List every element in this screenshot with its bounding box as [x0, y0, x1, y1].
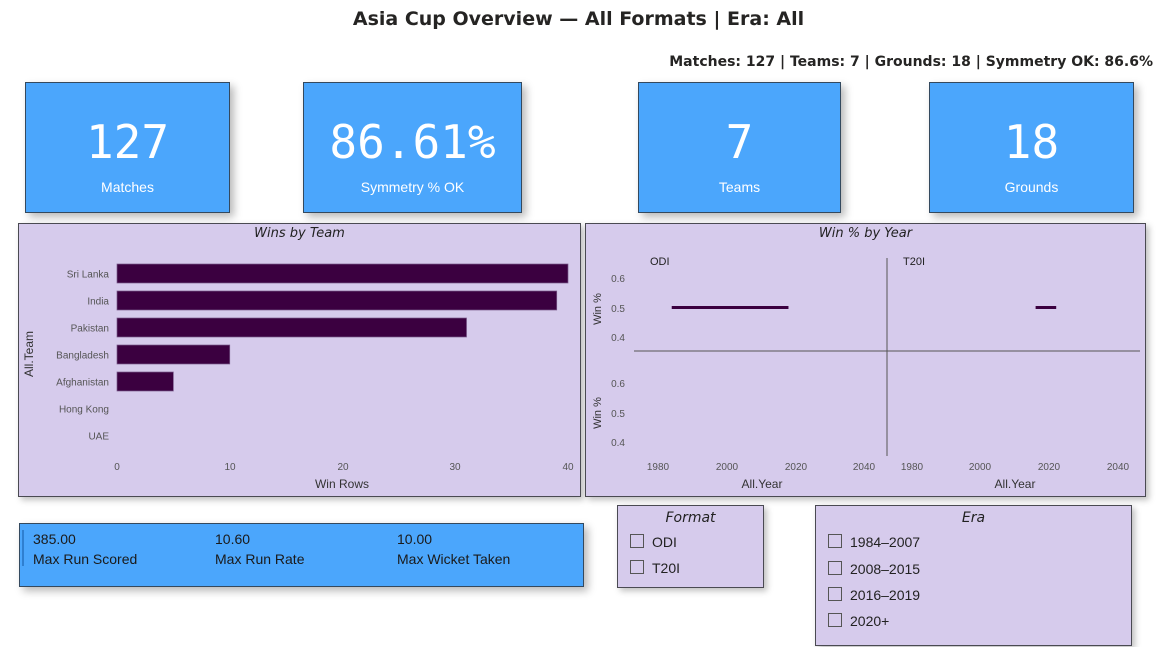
chart-title: Wins by Team: [254, 226, 345, 241]
era-slicer[interactable]: Era 1984–2007 2008–2015 2016–2019 2020+: [815, 505, 1132, 646]
checkbox[interactable]: [630, 560, 644, 574]
x-axis-label: All.Year: [742, 477, 783, 491]
slicer-title: Format: [665, 510, 716, 526]
format-slicer[interactable]: Format ODI T20I: [617, 505, 764, 588]
x-tick: 2020: [785, 462, 808, 473]
x-tick: 20: [337, 462, 349, 473]
slicer-option-era-4[interactable]: 2020+: [828, 613, 889, 629]
stat-label: Max Run Rate: [215, 551, 305, 567]
kpi-label: Matches: [101, 179, 154, 195]
bar-pakistan[interactable]: [116, 317, 467, 338]
kpi-value: 18: [1003, 115, 1060, 169]
kpi-card-grounds[interactable]: 18 Grounds: [929, 82, 1134, 213]
kpi-value: 86.61%: [329, 115, 496, 169]
x-tick: 1980: [647, 462, 670, 473]
wins-by-team-chart: All.Team Win Rows 0 10 20 30 40 Sri Lank…: [22, 263, 574, 491]
y-tick-india: India: [87, 297, 109, 308]
stat-value: 385.00: [33, 531, 76, 547]
page-title: Asia Cup Overview — All Formats | Era: A…: [352, 8, 805, 30]
option-label: 2020+: [850, 613, 890, 629]
kpi-label: Symmetry % OK: [360, 179, 465, 195]
checkbox[interactable]: [828, 587, 842, 601]
summary-line: Matches: 127 | Teams: 7 | Grounds: 18 | …: [669, 54, 1153, 70]
kpi-card-symmetry[interactable]: 86.61% Symmetry % OK: [303, 82, 522, 213]
win-pct-by-year-panel[interactable]: Win % by Year ODI T20I Win % Win % 0.6 0…: [585, 223, 1146, 497]
kpi-label: Teams: [718, 179, 761, 195]
x-axis-label: Win Rows: [315, 477, 369, 491]
x-tick: 10: [224, 462, 236, 473]
checkbox[interactable]: [828, 561, 842, 575]
stat-label: Max Run Scored: [33, 551, 138, 567]
y-tick: 0.5: [611, 304, 625, 315]
y-tick: 0.4: [611, 438, 625, 449]
kpi-value: 127: [85, 115, 170, 169]
slicer-option-era-3[interactable]: 2016–2019: [828, 587, 920, 603]
y-tick-pakistan: Pakistan: [71, 324, 109, 335]
kpi-value: 7: [725, 115, 754, 169]
wins-by-team-panel[interactable]: Wins by Team All.Team Win Rows 0 10 20 3…: [18, 223, 581, 497]
x-tick: 40: [562, 462, 574, 473]
option-label: 2008–2015: [850, 561, 921, 577]
option-label: T20I: [652, 560, 681, 576]
x-tick: 0: [114, 462, 120, 473]
bar-india[interactable]: [116, 290, 558, 311]
y-tick: 0.4: [611, 333, 625, 344]
option-label: 1984–2007: [850, 534, 921, 550]
checkbox[interactable]: [630, 534, 644, 548]
x-tick: 1980: [901, 462, 924, 473]
stat-value: 10.60: [215, 531, 251, 547]
y-tick-hong-kong: Hong Kong: [59, 405, 109, 416]
checkbox[interactable]: [828, 613, 842, 627]
y-tick-sri-lanka: Sri Lanka: [67, 270, 110, 281]
x-axis-label: All.Year: [995, 477, 1036, 491]
stat-value: 10.00: [397, 531, 433, 547]
y-tick: 0.5: [611, 409, 625, 420]
facet-label-odi: ODI: [650, 256, 670, 268]
kpi-card-matches[interactable]: 127 Matches: [25, 82, 230, 213]
kpi-label: Grounds: [1004, 179, 1059, 195]
x-tick: 2000: [716, 462, 739, 473]
checkbox[interactable]: [828, 534, 842, 548]
x-tick: 2040: [1107, 462, 1130, 473]
option-label: 2016–2019: [850, 587, 921, 603]
slicer-option-odi[interactable]: ODI: [630, 534, 677, 550]
y-tick-bangladesh: Bangladesh: [56, 351, 109, 362]
y-axis-label: Win %: [592, 293, 604, 325]
y-tick: 0.6: [611, 274, 625, 285]
y-axis-label: All.Team: [22, 331, 36, 377]
slicer-option-t20i[interactable]: T20I: [630, 560, 680, 576]
x-tick: 2020: [1038, 462, 1061, 473]
bar-afghanistan[interactable]: [116, 371, 174, 392]
slicer-title: Era: [961, 510, 986, 526]
x-tick: 2040: [853, 462, 876, 473]
slicer-option-era-2[interactable]: 2008–2015: [828, 561, 920, 577]
stat-label: Max Wicket Taken: [397, 551, 511, 567]
chart-title: Win % by Year: [818, 226, 913, 241]
y-tick-afghanistan: Afghanistan: [56, 378, 109, 389]
slicer-option-era-1[interactable]: 1984–2007: [828, 534, 920, 550]
y-tick-uae: UAE: [88, 432, 109, 443]
kpi-card-teams[interactable]: 7 Teams: [638, 82, 841, 213]
max-stats-card[interactable]: 385.00 Max Run Scored 10.60 Max Run Rate…: [19, 523, 584, 587]
x-tick: 2000: [969, 462, 992, 473]
win-pct-by-year-chart: ODI T20I Win % Win % 0.6 0.5 0.4 0.6 0.5…: [592, 256, 1140, 491]
x-tick: 30: [449, 462, 461, 473]
facet-label-t20i: T20I: [903, 256, 925, 268]
bar-bangladesh[interactable]: [116, 344, 231, 365]
y-tick: 0.6: [611, 379, 625, 390]
bar-sri-lanka[interactable]: [116, 263, 569, 284]
card-accent-bar: [22, 530, 24, 566]
y-axis-label: Win %: [592, 397, 604, 429]
option-label: ODI: [652, 534, 677, 550]
